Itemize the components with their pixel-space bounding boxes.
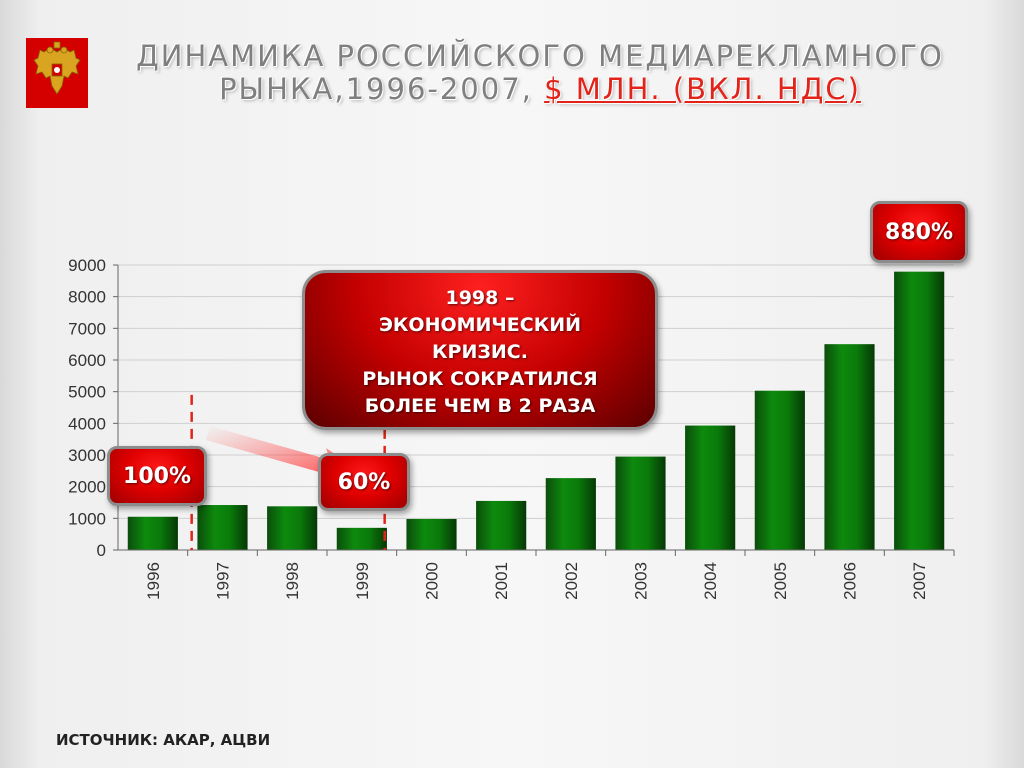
bar-1998	[267, 506, 318, 550]
bar-2001	[476, 500, 527, 550]
y-tick-label: 1000	[68, 509, 106, 528]
bar-2005	[754, 390, 805, 550]
y-tick-label: 8000	[68, 288, 106, 307]
bar-1996	[127, 516, 178, 550]
y-tick-label: 0	[97, 541, 106, 560]
y-tick-label: 3000	[68, 446, 106, 465]
x-tick-label-1998: 1998	[283, 562, 302, 600]
slide-title: ДИНАМИКА РОССИЙСКОГО МЕДИАРЕКЛАМНОГО РЫН…	[100, 40, 980, 106]
bar-2000	[406, 518, 457, 550]
title-line-2: РЫНКА,1996-2007, $ МЛН. (ВКЛ. НДС)	[100, 73, 980, 106]
y-tick-label: 7000	[68, 319, 106, 338]
badge-1996-percent: 100%	[107, 446, 207, 506]
badge-2007-percent: 880%	[870, 201, 968, 263]
x-tick-label-2003: 2003	[632, 562, 651, 600]
x-tick-label-2007: 2007	[910, 562, 929, 600]
y-tick-label: 6000	[68, 351, 106, 370]
x-tick-label-2001: 2001	[492, 562, 511, 600]
x-tick-label-2005: 2005	[771, 562, 790, 600]
x-tick-label-1996: 1996	[144, 562, 163, 600]
x-tick-label-1997: 1997	[214, 562, 233, 600]
emblem-icon	[26, 38, 88, 108]
x-tick-label-1999: 1999	[353, 562, 372, 600]
title-line-1: ДИНАМИКА РОССИЙСКОГО МЕДИАРЕКЛАМНОГО	[136, 39, 944, 73]
bar-1999	[336, 527, 387, 550]
title-line-2-main: РЫНКА,1996-2007,	[219, 72, 545, 106]
bar-2003	[615, 456, 666, 550]
x-tick-label-2006: 2006	[841, 562, 860, 600]
title-line-2-highlight: $ МЛН. (ВКЛ. НДС)	[544, 72, 861, 106]
bar-2002	[545, 478, 596, 550]
x-tick-label-2000: 2000	[423, 562, 442, 600]
y-tick-label: 5000	[68, 383, 106, 402]
y-tick-label: 4000	[68, 414, 106, 433]
y-tick-label: 2000	[68, 478, 106, 497]
bar-2004	[685, 425, 736, 550]
bar-1997	[197, 505, 248, 550]
bar-2007	[894, 271, 945, 550]
x-tick-label-2002: 2002	[562, 562, 581, 600]
crisis-callout: 1998 – ЭКОНОМИЧЕСКИЙ КРИЗИС. РЫНОК СОКРА…	[302, 270, 658, 430]
badge-1999-percent: 60%	[318, 453, 410, 511]
y-tick-label: 9000	[68, 256, 106, 275]
bar-2006	[824, 344, 875, 550]
x-tick-label-2004: 2004	[701, 562, 720, 600]
source-note: ИСТОЧНИК: АКАР, АЦВИ	[56, 731, 271, 749]
